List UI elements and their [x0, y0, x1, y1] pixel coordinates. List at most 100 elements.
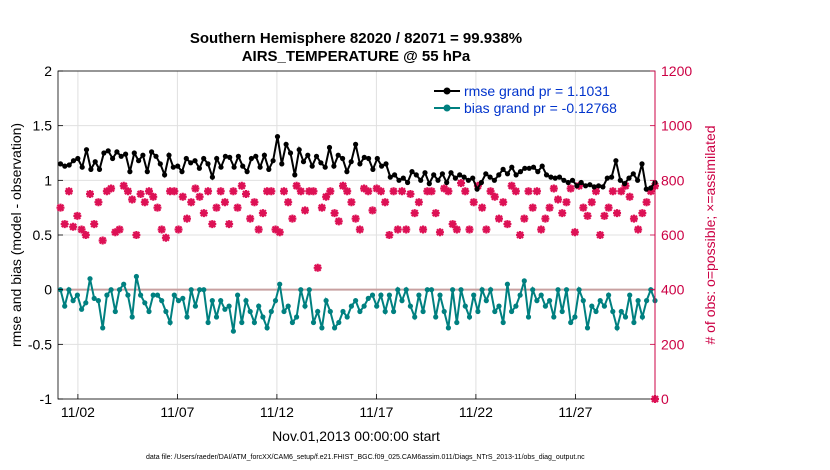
chart-subtitle: AIRS_TEMPERATURE @ 55 hPa [242, 48, 471, 65]
bias-point [441, 308, 447, 315]
bias-point [108, 287, 114, 293]
y-tick-label-left: 0 [44, 282, 52, 298]
x-tick-label: 11/07 [160, 404, 194, 420]
obs-point [507, 181, 516, 190]
rmse-point [422, 170, 428, 176]
obs-point [427, 187, 436, 196]
obs-point [86, 190, 95, 198]
obs-point [237, 181, 246, 190]
rmse-point [361, 154, 367, 160]
data-file-footnote: data file: /Users/raeder/DAI/ATM_forcXX/… [146, 454, 585, 461]
obs-point [351, 214, 360, 223]
bias-point [184, 314, 190, 320]
bias-point [310, 319, 317, 326]
y-tick-label-left: 0.5 [33, 227, 53, 243]
rmse-point [366, 155, 372, 162]
y-tick-label-right: 200 [661, 336, 685, 352]
bias-point [445, 325, 451, 331]
rmse-point [83, 147, 90, 153]
y-tick-label-right: 1200 [661, 63, 692, 79]
obs-point [406, 190, 415, 198]
y-axis-label-left: rmse and bias (model - observation) [8, 123, 24, 347]
rmse-point [287, 150, 294, 156]
bias-point [538, 292, 544, 298]
y-tick-label-right: 800 [661, 172, 685, 188]
rmse-point [383, 161, 389, 167]
rmse-point [465, 177, 471, 183]
bias-point [496, 303, 502, 309]
bias-point [521, 278, 527, 284]
bias-point [395, 287, 401, 293]
bias-point [576, 287, 582, 293]
obs-point [549, 184, 558, 193]
rmse-point [114, 149, 120, 155]
rmse-point [209, 174, 215, 180]
bias-point [121, 281, 127, 287]
bias-point [466, 314, 473, 320]
rmse-point [175, 163, 181, 169]
axes: 11/02 11/07 11/12 11/17 11/22 11/27 -1 -0.5 0 0.5… [28, 63, 692, 420]
obs-point [393, 225, 402, 234]
bias-point [306, 287, 312, 293]
bias-point [462, 303, 468, 309]
bias-point [146, 308, 152, 315]
bias-point [281, 308, 287, 315]
rmse-point [591, 184, 597, 190]
obs-point [554, 195, 563, 204]
rmse-point [118, 153, 124, 159]
obs-point [461, 187, 470, 196]
bias-point [433, 314, 439, 320]
obs-point [279, 187, 288, 196]
bias-point [289, 319, 295, 326]
bias-point [74, 292, 80, 298]
obs-point [448, 220, 457, 229]
y-tick-label-right: 1000 [661, 118, 692, 134]
obs-point [64, 187, 73, 196]
obs-point [313, 263, 322, 272]
rmse-point [88, 166, 94, 172]
y-tick-label-right: 600 [661, 227, 685, 243]
rmse-point [548, 174, 554, 180]
bias-point [251, 319, 257, 326]
bias-point [471, 292, 477, 298]
bias-point [95, 298, 101, 304]
bias-point [205, 319, 211, 326]
rmse-point [504, 171, 511, 177]
bias-point [584, 325, 591, 331]
rmse-point [543, 172, 550, 178]
rmse-point [166, 152, 172, 158]
bias-point [235, 292, 241, 298]
bias-point [601, 303, 608, 309]
bias-point [530, 287, 536, 293]
rmse-series [57, 134, 658, 192]
obs-point [419, 225, 428, 234]
bias-point [580, 298, 586, 304]
obs-point [583, 211, 592, 220]
rmse-point [509, 164, 515, 170]
obs-point [254, 225, 263, 234]
obs-point [499, 198, 508, 207]
obs-point [338, 181, 347, 190]
bias-point [644, 298, 650, 304]
rmse-point [461, 174, 467, 180]
rmse-point [648, 185, 654, 191]
rmse-point [426, 181, 432, 187]
obs-point [73, 211, 82, 220]
bias-point [525, 314, 532, 320]
rmse-point [457, 172, 463, 178]
rmse-point [240, 163, 246, 169]
rmse-point [318, 160, 324, 166]
bias-point [534, 298, 540, 304]
rmse-point [283, 141, 289, 147]
rmse-point [179, 169, 185, 175]
rmse-point [530, 164, 537, 170]
bias-point [551, 314, 557, 320]
rmse-point [643, 186, 649, 192]
rmse-point [188, 160, 194, 166]
rmse-point [491, 177, 497, 183]
bias-point [458, 287, 464, 293]
obs-point [524, 187, 533, 196]
obs-point [182, 214, 191, 223]
rmse-point [305, 152, 311, 158]
bias-point [180, 295, 186, 301]
